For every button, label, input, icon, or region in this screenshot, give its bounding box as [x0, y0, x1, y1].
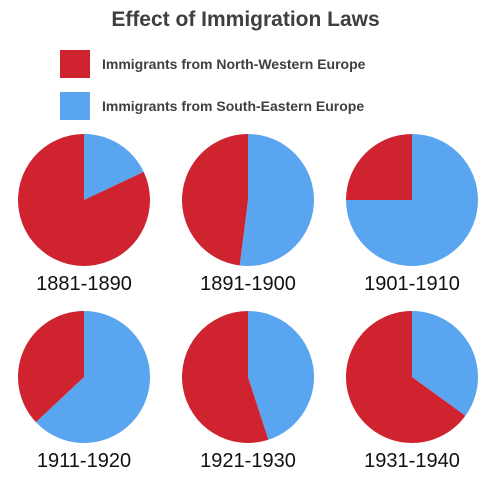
legend-item-south-eastern: Immigrants from South-Eastern Europe	[60, 92, 364, 120]
pie-slice-north-western-1911-1920	[18, 311, 85, 423]
pie-slice-south-eastern-1881-1890	[84, 134, 144, 200]
pie-slice-north-western-1891-1900	[181, 134, 248, 266]
pie-slice-north-western-1931-1940	[346, 311, 466, 443]
pie-slice-north-western-1901-1910	[346, 134, 412, 200]
pie-label-1911-1920: 1911-1920	[37, 450, 131, 472]
chart-title: Effect of Immigration Laws	[111, 8, 380, 31]
pie-slice-south-eastern-1891-1900	[239, 134, 314, 266]
legend-label-south-eastern: Immigrants from South-Eastern Europe	[102, 98, 365, 114]
pie-slice-south-eastern-1931-1940	[412, 311, 478, 416]
pie-slice-north-western-1881-1890	[18, 134, 151, 266]
pie-slice-south-eastern-1921-1930	[248, 311, 314, 440]
legend-swatch-north-western	[60, 50, 90, 78]
legend-swatch-south-eastern	[60, 92, 90, 120]
pie-label-1901-1910: 1901-1910	[364, 273, 460, 295]
pie-slice-north-western-1921-1930	[182, 311, 269, 444]
pie-label-1881-1890: 1881-1890	[36, 273, 132, 295]
pie-label-1891-1900: 1891-1900	[200, 273, 296, 295]
legend-item-north-western: Immigrants from North-Western Europe	[60, 50, 365, 78]
legend-label-north-western: Immigrants from North-Western Europe	[102, 56, 366, 72]
pie-label-1921-1930: 1921-1930	[200, 450, 296, 472]
pie-slice-south-eastern-1911-1920	[35, 311, 150, 443]
pie-label-1931-1940: 1931-1940	[364, 450, 460, 472]
